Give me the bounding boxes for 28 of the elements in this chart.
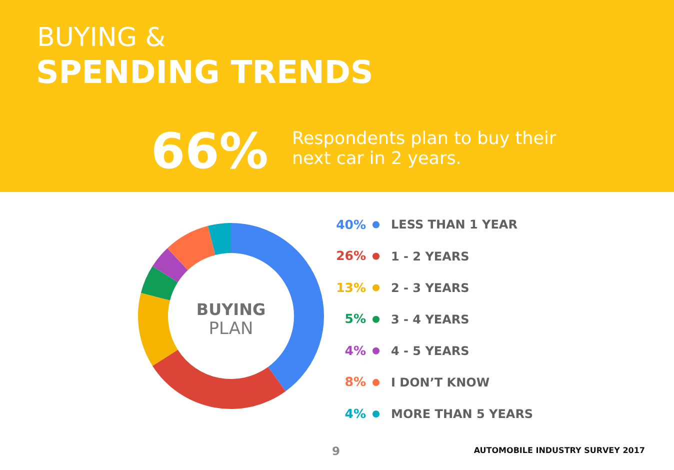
data-label: 26% (336, 248, 366, 264)
donut-slice (167, 226, 216, 270)
donut-slice (138, 292, 178, 366)
text: Respondents plan to buy their next car in 2 years. (292, 129, 558, 169)
donut-slice (152, 350, 286, 409)
chart-subtitle: SPENDING TRENDS (36, 55, 374, 91)
text: BUYING (195, 300, 267, 319)
legend-label: 3 - 4 YEARS (391, 312, 470, 326)
legend-label: I DON’T KNOW (391, 375, 490, 390)
data-label: 4% (344, 406, 366, 421)
data-label: 4% (344, 342, 366, 358)
legend-label: 2 - 3 YEARS (391, 280, 470, 295)
text: 9 (332, 444, 340, 458)
data-label: 40% (336, 216, 366, 232)
donut-slice (208, 223, 231, 255)
text: 66% (151, 122, 268, 180)
text: PLAN (208, 319, 254, 339)
text: AUTOMOBILE INDUSTRY SURVEY 2017 (474, 446, 645, 454)
donut-slice (140, 266, 178, 300)
legend-label: 4 - 5 YEARS (391, 344, 470, 358)
legend-label: 1 - 2 YEARS (391, 249, 470, 264)
data-label: 13% (336, 280, 366, 295)
data-label: 8% (344, 374, 366, 390)
chart-title: BUYING & (37, 23, 166, 53)
legend-label: LESS THAN 1 YEAR (391, 218, 518, 232)
donut-slice (152, 248, 188, 282)
data-label: 5% (344, 311, 366, 326)
legend-label: MORE THAN 5 YEARS (391, 407, 534, 421)
